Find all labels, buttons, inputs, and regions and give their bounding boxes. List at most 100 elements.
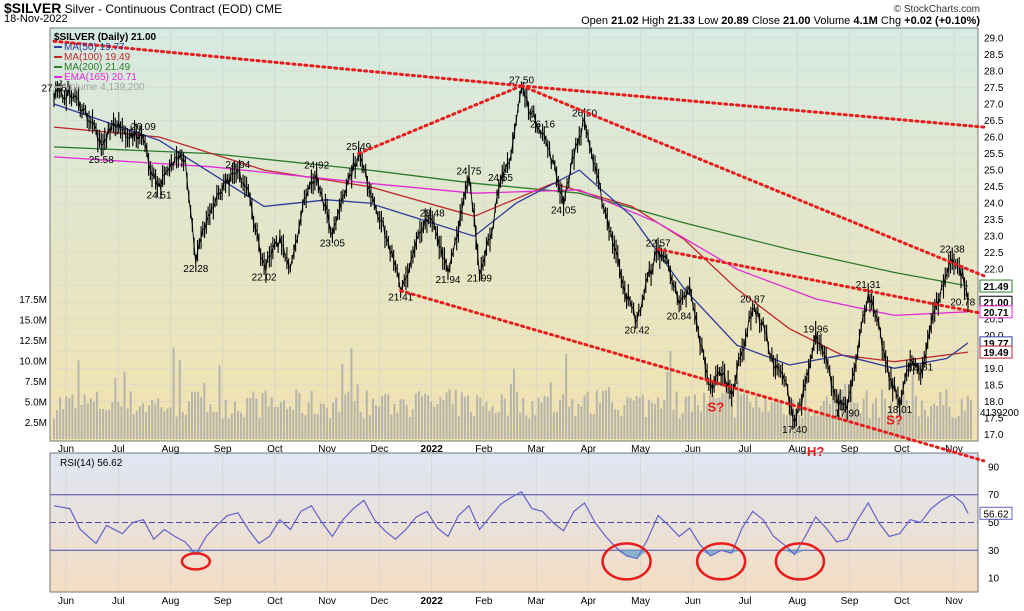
y-tick-label: 20.0 — [984, 331, 1004, 342]
volume-bar — [187, 401, 190, 439]
trendline — [656, 247, 986, 316]
x-tick-label: Mar — [528, 596, 546, 607]
volume-bar — [813, 410, 816, 439]
volume-bar — [712, 396, 715, 439]
x-tick-label: Aug — [788, 596, 806, 607]
volume-bar — [831, 398, 834, 439]
volume-tick-label: 12.5M — [19, 336, 47, 347]
y-tick-label: 27.0 — [984, 99, 1004, 110]
volume-bar — [295, 389, 298, 439]
volume-bar — [396, 412, 399, 439]
volume-bar — [730, 395, 733, 439]
price-annotation: 24.05 — [551, 205, 576, 216]
volume-bar — [304, 414, 307, 439]
rsi-oversold-fill — [700, 550, 711, 556]
volume-bar — [752, 407, 755, 439]
volume-bar — [697, 405, 699, 439]
volume-bar — [635, 395, 638, 439]
volume-bar — [543, 395, 546, 439]
volume-bar — [739, 394, 742, 439]
volume-bar — [620, 416, 623, 439]
volume-bar — [209, 404, 212, 439]
pattern-label: S? — [886, 412, 903, 427]
volume-bar — [387, 394, 390, 439]
volume-bar — [552, 412, 555, 439]
volume-bar — [528, 418, 531, 439]
volume-bar — [368, 414, 371, 439]
volume-bar — [322, 403, 325, 439]
volume-bar — [114, 377, 117, 439]
ma200-line — [53, 146, 969, 287]
volume-bar — [939, 392, 942, 439]
rsi-tick-label: 30 — [988, 546, 1000, 557]
volume-bar — [451, 404, 454, 439]
volume-bar — [215, 411, 218, 439]
price-annotation: 17.90 — [835, 409, 860, 420]
volume-bar — [743, 393, 745, 439]
volume-bar — [218, 365, 221, 439]
volume-bar — [178, 359, 181, 439]
legend-entry: Volume 4,139,200 — [64, 82, 145, 93]
volume-bar — [371, 398, 374, 439]
volume-bar — [362, 418, 365, 439]
volume-bar — [246, 397, 249, 439]
volume-bar — [95, 391, 98, 439]
volume-bar — [776, 400, 779, 439]
price-annotation: 17.40 — [782, 425, 807, 436]
volume-bar — [163, 411, 166, 439]
volume-bar — [721, 393, 724, 439]
rsi-tick-label: 10 — [988, 574, 1000, 585]
price-annotation: 24.55 — [488, 173, 513, 184]
volume-bar — [313, 413, 316, 439]
pattern-label: H? — [807, 444, 824, 459]
value-tag-text: 21.49 — [983, 282, 1008, 293]
volume-bar — [310, 390, 313, 439]
volume-bar — [123, 371, 126, 439]
rsi-oversold-fill — [616, 550, 627, 556]
volume-bar — [856, 402, 859, 439]
x-tick-label: Mar — [528, 444, 546, 455]
price-annotation: 20.78 — [950, 298, 975, 309]
volume-bar — [644, 417, 647, 439]
volume-bar — [764, 395, 767, 439]
volume-bar — [761, 411, 764, 439]
price-annotation: 24.51 — [147, 190, 172, 201]
x-tick-label: Oct — [894, 596, 910, 607]
value-tag-text: 19.77 — [983, 339, 1008, 350]
volume-tick-label: 10.0M — [19, 357, 47, 368]
low-label: Low — [697, 15, 719, 27]
volume-bar — [611, 402, 614, 439]
volume-bar — [194, 392, 197, 439]
volume-bar — [693, 394, 696, 439]
volume-bar — [286, 408, 289, 439]
volume-bar — [411, 409, 414, 439]
volume-bar — [874, 398, 877, 439]
y-tick-label: 20.5 — [984, 314, 1004, 325]
volume-bar — [598, 402, 601, 439]
x-tick-label: Aug — [162, 444, 180, 455]
price-annotation: 27.26 — [41, 83, 66, 94]
value-tag-box — [979, 305, 1013, 319]
volume-bar — [905, 400, 908, 439]
volume-bar — [460, 392, 463, 439]
close-value: 21.00 — [783, 15, 811, 27]
volume-bar — [347, 391, 350, 439]
volume-bar — [111, 402, 114, 439]
price-annotation: 22.02 — [252, 273, 277, 284]
x-tick-label: Sep — [841, 444, 859, 455]
price-annotation: 21.41 — [388, 293, 413, 304]
volume-bar — [181, 412, 184, 439]
volume-bar — [301, 413, 304, 439]
x-tick-label: Apr — [581, 444, 597, 455]
volume-bar — [580, 406, 583, 439]
rsi-tick-label: 50 — [988, 518, 1000, 529]
volume-bar — [200, 397, 203, 439]
volume-bar — [172, 347, 175, 439]
trendline — [52, 39, 524, 88]
volume-bar — [509, 384, 512, 439]
volume-tick-label: 17.5M — [19, 295, 47, 306]
volume-bar — [733, 417, 736, 439]
volume-bar — [344, 394, 347, 439]
volume-bar — [175, 416, 178, 439]
